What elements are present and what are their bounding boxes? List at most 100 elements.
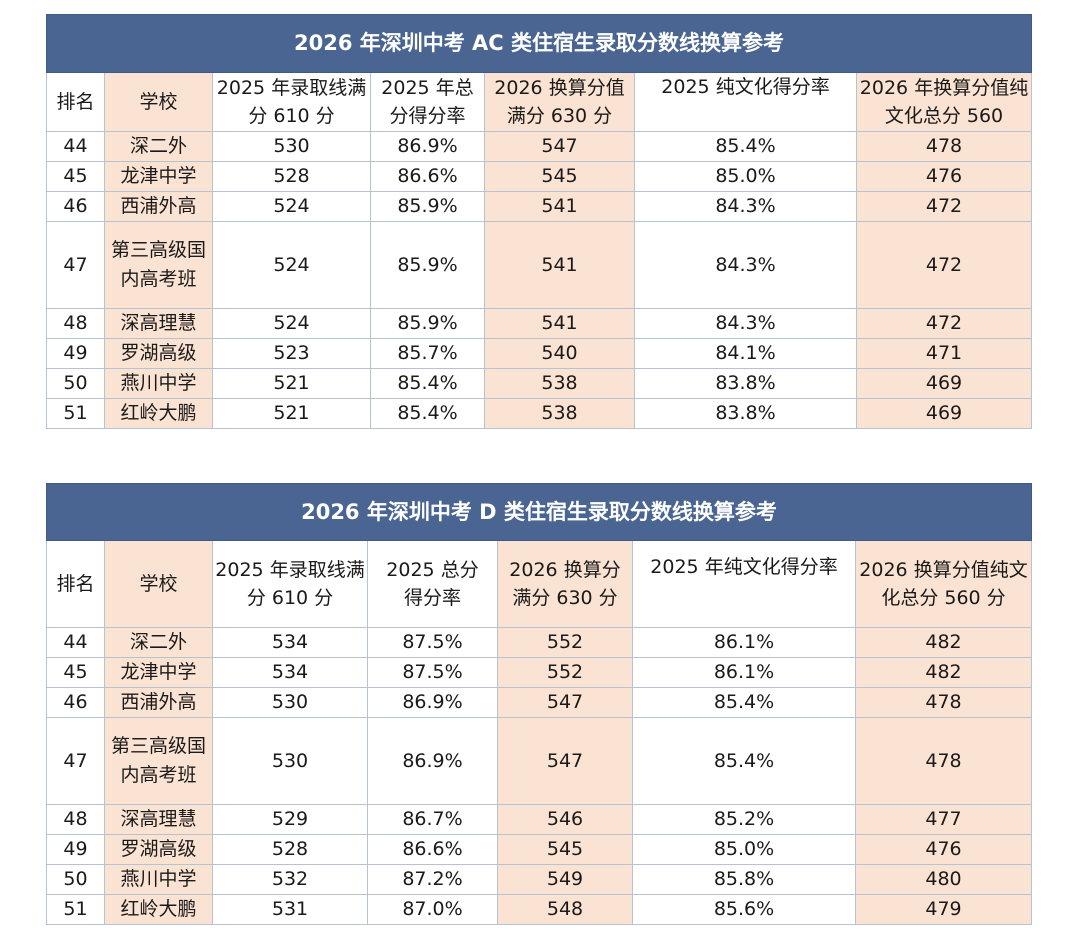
cell-2025-line: 524	[212, 221, 371, 309]
cell-school: 第三高级国内高考班	[104, 221, 213, 309]
cell-2026-culture: 476	[855, 834, 1032, 865]
header-2025-line: 2025 年录取线满分 610 分	[212, 540, 368, 628]
table-row: 44 深二外 534 87.5% 552 86.1% 482	[46, 627, 1032, 658]
cell-2026-converted: 548	[497, 894, 633, 925]
cell-2025-culture-rate: 84.3%	[634, 221, 857, 309]
cell-rank: 46	[46, 687, 105, 718]
cell-rank: 50	[46, 368, 105, 399]
cell-2026-culture: 472	[855, 191, 1033, 222]
cell-2025-rate: 87.5%	[367, 627, 498, 658]
cell-2025-rate: 87.0%	[367, 894, 498, 925]
header-2026-converted: 2026 换算分满分 630 分	[497, 540, 633, 628]
cell-2025-line: 534	[212, 657, 368, 688]
header-school: 学校	[104, 72, 213, 132]
cell-2025-line: 534	[212, 627, 368, 658]
cell-school: 燕川中学	[104, 864, 213, 895]
header-2026-converted: 2026 换算分值满分 630 分	[484, 72, 635, 132]
cell-2025-line: 529	[212, 804, 368, 835]
cell-school: 深二外	[104, 627, 213, 658]
cell-2025-rate: 86.6%	[370, 161, 485, 192]
d-admission-table: 2026 年深圳中考 D 类住宿生录取分数线换算参考 排名 学校 2025 年录…	[46, 483, 1032, 925]
cell-school: 第三高级国内高考班	[104, 717, 213, 805]
cell-2025-rate: 86.7%	[367, 804, 498, 835]
cell-2025-line: 528	[212, 161, 371, 192]
cell-2025-culture-rate: 86.1%	[632, 657, 856, 688]
table-row: 51 红岭大鹏 521 85.4% 538 83.8% 469	[46, 398, 1033, 429]
cell-school: 龙津中学	[104, 657, 213, 688]
cell-2025-line: 528	[212, 834, 368, 865]
cell-2025-rate: 85.9%	[370, 191, 485, 222]
cell-2026-converted: 545	[484, 161, 635, 192]
cell-2025-culture-rate: 85.0%	[634, 161, 857, 192]
table-row: 50 燕川中学 532 87.2% 549 85.8% 480	[46, 864, 1032, 895]
cell-2025-culture-rate: 85.4%	[634, 131, 857, 162]
cell-2026-culture: 478	[855, 687, 1032, 718]
table-row: 51 红岭大鹏 531 87.0% 548 85.6% 479	[46, 894, 1032, 925]
cell-2025-culture-rate: 84.3%	[634, 308, 857, 339]
cell-2025-rate: 86.9%	[367, 687, 498, 718]
header-row: 排名 学校 2025 年录取线满分 610 分 2025 年总分得分率 2026…	[46, 72, 1033, 132]
cell-rank: 48	[46, 804, 105, 835]
cell-rank: 44	[46, 131, 105, 162]
cell-2026-converted: 538	[484, 368, 635, 399]
cell-rank: 47	[46, 717, 105, 805]
cell-2025-line: 524	[212, 308, 371, 339]
cell-2025-culture-rate: 85.8%	[632, 864, 856, 895]
table-row: 47 第三高级国内高考班 524 85.9% 541 84.3% 472	[46, 221, 1033, 309]
table-title-row: 2026 年深圳中考 AC 类住宿生录取分数线换算参考	[45, 14, 1033, 73]
cell-school: 西浦外高	[104, 191, 213, 222]
cell-2026-converted: 541	[484, 191, 635, 222]
cell-2025-culture-rate: 85.4%	[632, 687, 856, 718]
cell-2026-culture: 472	[855, 308, 1033, 339]
header-rank: 排名	[46, 72, 105, 132]
cell-2026-converted: 538	[484, 398, 635, 429]
cell-school: 燕川中学	[104, 368, 213, 399]
cell-2026-culture: 477	[855, 804, 1032, 835]
cell-2025-culture-rate: 85.6%	[632, 894, 856, 925]
cell-2026-culture: 471	[855, 338, 1033, 369]
header-row: 排名 学校 2025 年录取线满分 610 分 2025 总分得分率 2026 …	[46, 540, 1032, 628]
header-2025-rate: 2025 总分得分率	[367, 540, 498, 628]
table-row: 48 深高理慧 529 86.7% 546 85.2% 477	[46, 804, 1032, 835]
cell-rank: 47	[46, 221, 105, 309]
cell-2025-line: 524	[212, 191, 371, 222]
table-row: 48 深高理慧 524 85.9% 541 84.3% 472	[46, 308, 1033, 339]
cell-2026-converted: 547	[484, 131, 635, 162]
cell-2025-rate: 86.9%	[370, 131, 485, 162]
cell-school: 西浦外高	[104, 687, 213, 718]
cell-2026-converted: 540	[484, 338, 635, 369]
cell-2025-line: 530	[212, 687, 368, 718]
cell-2026-culture: 476	[855, 161, 1033, 192]
cell-2026-culture: 478	[855, 131, 1033, 162]
cell-2026-culture: 482	[855, 657, 1032, 688]
table-row: 44 深二外 530 86.9% 547 85.4% 478	[46, 131, 1033, 162]
cell-2026-converted: 547	[497, 687, 633, 718]
cell-2025-line: 532	[212, 864, 368, 895]
table-title: 2026 年深圳中考 D 类住宿生录取分数线换算参考	[46, 483, 1032, 541]
cell-school: 罗湖高级	[104, 834, 213, 865]
cell-2025-rate: 85.9%	[370, 308, 485, 339]
cell-2025-culture-rate: 86.1%	[632, 627, 856, 658]
cell-2026-culture: 482	[855, 627, 1032, 658]
table-row: 46 西浦外高 530 86.9% 547 85.4% 478	[46, 687, 1032, 718]
cell-school: 龙津中学	[104, 161, 213, 192]
header-2025-line: 2025 年录取线满分 610 分	[212, 72, 371, 132]
cell-2026-converted: 547	[497, 717, 633, 805]
cell-2026-converted: 545	[497, 834, 633, 865]
cell-2025-culture-rate: 85.2%	[632, 804, 856, 835]
cell-2025-line: 531	[212, 894, 368, 925]
cell-2025-line: 523	[212, 338, 371, 369]
cell-2026-converted: 541	[484, 308, 635, 339]
table-row: 50 燕川中学 521 85.4% 538 83.8% 469	[46, 368, 1033, 399]
cell-2026-culture: 480	[855, 864, 1032, 895]
cell-2026-culture: 478	[855, 717, 1032, 805]
cell-2025-rate: 85.9%	[370, 221, 485, 309]
cell-school: 深二外	[104, 131, 213, 162]
cell-2025-rate: 87.5%	[367, 657, 498, 688]
cell-school: 深高理慧	[104, 804, 213, 835]
cell-school: 罗湖高级	[104, 338, 213, 369]
cell-2026-culture: 472	[855, 221, 1033, 309]
table-row: 45 龙津中学 528 86.6% 545 85.0% 476	[46, 161, 1033, 192]
cell-rank: 49	[46, 338, 105, 369]
cell-2026-culture: 469	[855, 368, 1033, 399]
